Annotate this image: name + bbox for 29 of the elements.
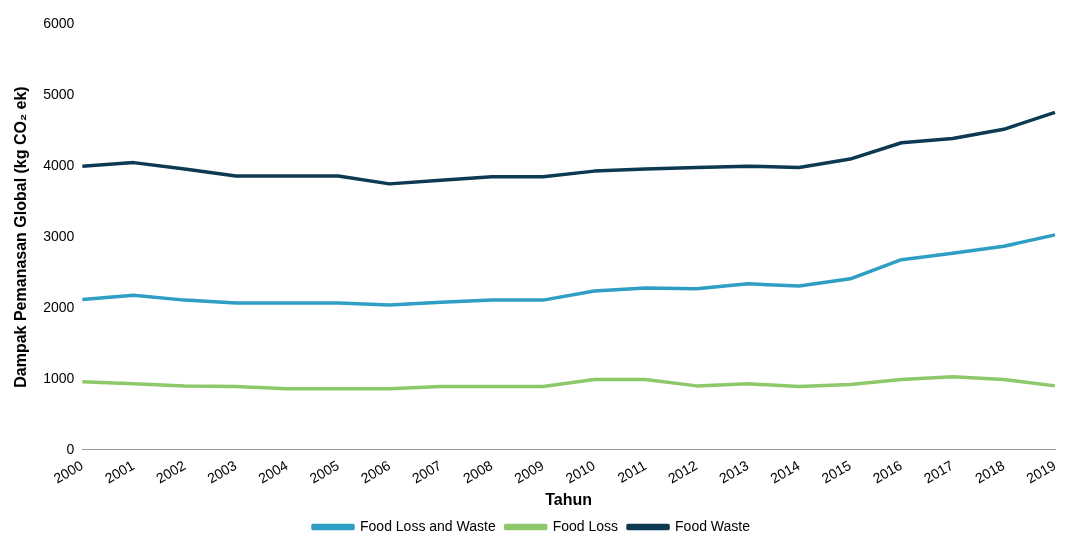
x-tick-label: 2018 xyxy=(972,456,1008,487)
y-tick-label: 0 xyxy=(66,440,75,457)
x-tick-label: 2002 xyxy=(153,456,189,487)
x-tick-label: 2019 xyxy=(1023,456,1059,487)
x-tick-label: 2010 xyxy=(562,456,598,487)
y-axis-title: Dampak Pemanasan Global (kg CO₂ ek) xyxy=(12,86,30,388)
x-tick-label: 2014 xyxy=(767,456,803,487)
y-tick-label: 5000 xyxy=(43,86,75,103)
y-tick-label: 3000 xyxy=(43,227,75,244)
x-axis-title: Tahun xyxy=(545,490,593,508)
y-tick-label: 2000 xyxy=(43,298,75,315)
x-tick-label: 2001 xyxy=(102,456,138,487)
x-tick-label: 2009 xyxy=(511,456,547,487)
y-tick-label: 6000 xyxy=(43,15,75,32)
x-tick-label: 2016 xyxy=(869,456,906,487)
x-tick-label: 2008 xyxy=(460,456,496,487)
legend-label: Food Loss and Waste xyxy=(360,517,496,534)
y-tick-label: 4000 xyxy=(43,157,75,174)
x-tick-label: 2011 xyxy=(614,456,650,486)
x-tick-label: 2004 xyxy=(255,456,291,487)
x-tick-label: 2005 xyxy=(306,456,342,487)
legend-label: Food Loss xyxy=(552,517,619,534)
y-tick-label: 1000 xyxy=(43,369,75,386)
x-tick-label: 2013 xyxy=(716,456,752,487)
legend-label: Food Waste xyxy=(675,517,751,534)
x-tick-label: 2012 xyxy=(665,456,701,487)
x-tick-label: 2003 xyxy=(204,456,240,487)
x-tick-label: 2015 xyxy=(818,456,854,487)
x-tick-label: 2006 xyxy=(357,456,394,487)
